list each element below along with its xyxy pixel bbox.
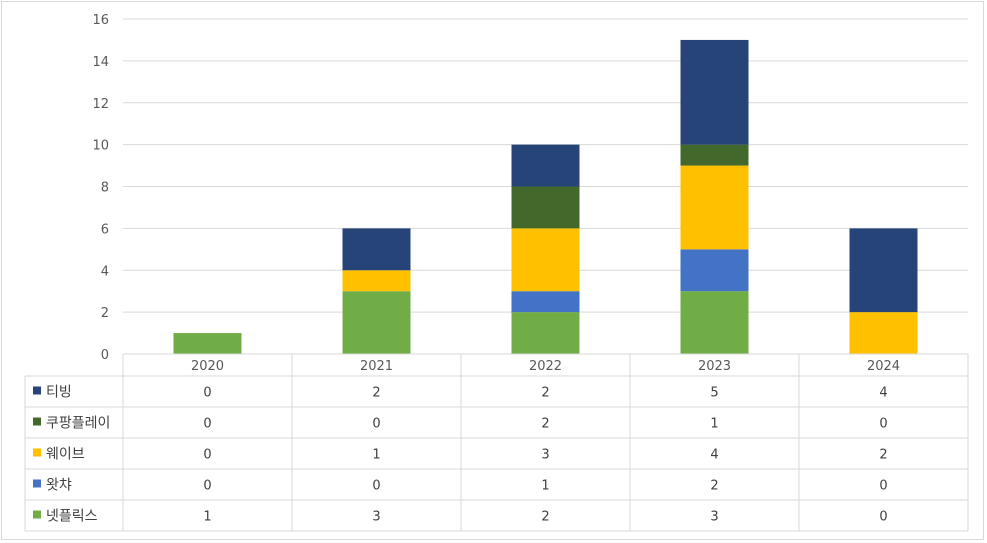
data-table-value: 2 [879,448,887,463]
category-label: 2024 [867,359,900,374]
y-tick-label: 16 [92,13,109,28]
legend-label: 왓챠 [46,478,72,494]
y-tick-label: 0 [101,348,109,363]
bar-segment [849,228,918,313]
data-table-value: 0 [879,479,887,494]
data-table-value: 0 [372,479,380,494]
data-table-value: 0 [203,386,211,401]
data-table-value: 0 [203,448,211,463]
data-table-value: 4 [710,448,718,463]
bar-segment [511,144,580,187]
data-table-value: 5 [710,386,718,401]
bar-segment [680,39,749,145]
data-table-value: 2 [710,479,718,494]
bar-segment [680,291,749,354]
y-tick-label: 14 [92,55,109,70]
bar-segment [511,186,580,229]
y-tick-label: 2 [101,306,109,321]
bar-segment [342,228,411,271]
data-table-value: 0 [372,417,380,432]
data-table-value: 3 [541,448,549,463]
category-label: 2021 [360,359,393,374]
y-tick-label: 12 [92,97,109,112]
bar-segment [511,228,580,292]
category-label: 2020 [191,359,224,374]
legend-swatch [33,510,41,519]
bar-segment [680,249,749,292]
data-table-value: 0 [879,510,887,525]
data-table-value: 2 [541,417,549,432]
data-table-value: 1 [710,417,718,432]
bar-segment [511,291,580,313]
bar-segment [342,291,411,354]
legend-swatch [33,448,41,457]
data-table-value: 2 [541,510,549,525]
bar-segment [511,312,580,354]
y-tick-label: 6 [101,222,109,237]
category-label: 2022 [529,359,562,374]
data-table-value: 0 [203,479,211,494]
legend-label: 넷플릭스 [46,509,98,525]
data-table-value: 1 [372,448,380,463]
legend-swatch [33,386,41,395]
legend-swatch [33,479,41,488]
data-table-value: 2 [372,386,380,401]
legend-label: 티빙 [46,385,72,401]
category-label: 2023 [698,359,731,374]
legend-label: 웨이브 [46,447,85,463]
y-tick-label: 4 [101,264,109,279]
data-table-value: 3 [372,510,380,525]
legend-label: 쿠팡플레이 [46,416,110,432]
data-table-value: 1 [203,510,211,525]
data-table-value: 4 [879,386,887,401]
bar-segment [342,270,411,292]
bar-segment [680,144,749,166]
data-table-value: 0 [203,417,211,432]
data-table-value: 0 [879,417,887,432]
y-tick-label: 8 [101,181,109,196]
y-tick-label: 10 [92,139,109,154]
bar-segment [173,333,242,354]
bar-segment [849,312,918,354]
legend-swatch [33,417,41,426]
bar-segment [680,165,749,250]
data-table-value: 2 [541,386,549,401]
data-table-value: 1 [541,479,549,494]
data-table-value: 3 [710,510,718,525]
